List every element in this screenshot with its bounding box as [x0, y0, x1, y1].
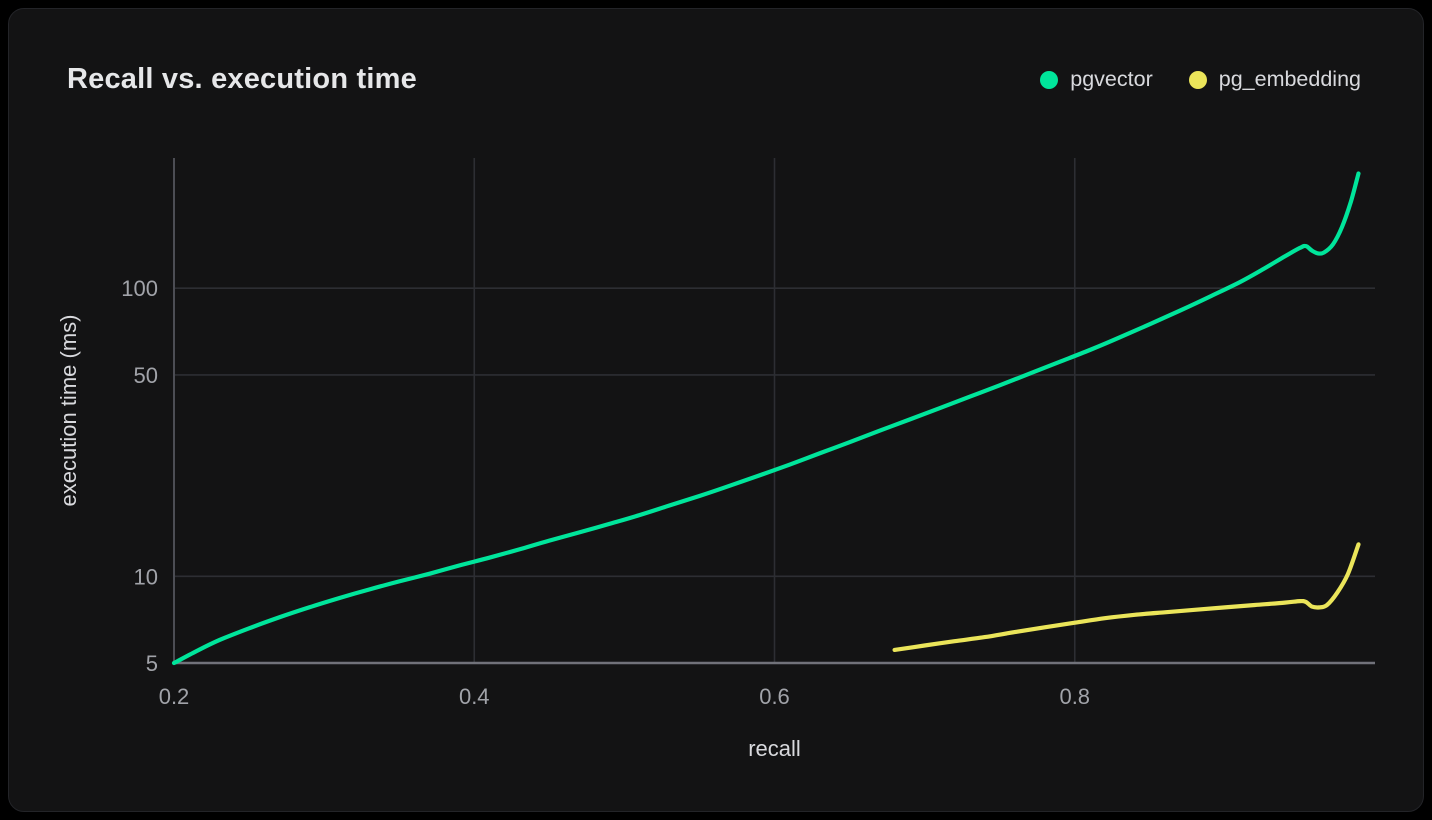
pg-embedding-swatch-icon [1188, 70, 1207, 89]
x-tick-label: 0.2 [159, 684, 190, 709]
x-tick-label: 0.4 [459, 684, 490, 709]
legend-item-pg-embedding[interactable]: pg_embedding [1188, 67, 1361, 92]
chart-title: Recall vs. execution time [67, 63, 417, 95]
chart-card: Recall vs. execution time pgvector pg_em… [8, 8, 1424, 812]
y-tick-label: 100 [121, 276, 158, 301]
y-tick-label: 10 [134, 564, 158, 589]
series-line-pgvector[interactable] [171, 171, 1361, 666]
x-tick-label: 0.8 [1059, 684, 1090, 709]
x-tick-label: 0.6 [759, 684, 790, 709]
chart-header: Recall vs. execution time pgvector pg_em… [67, 63, 1361, 96]
legend-label-pg-embedding: pg_embedding [1218, 67, 1361, 91]
legend: pgvector pg_embedding [1040, 67, 1361, 92]
y-axis-title: execution time (ms) [56, 315, 81, 507]
pgvector-swatch-icon [1040, 70, 1059, 89]
y-tick-label: 50 [134, 363, 158, 388]
legend-label-pgvector: pgvector [1070, 67, 1153, 91]
legend-item-pgvector[interactable]: pgvector [1040, 67, 1153, 92]
y-tick-label: 5 [146, 651, 158, 676]
series-line-pg_embedding[interactable] [892, 542, 1361, 652]
x-axis-title: recall [748, 736, 801, 761]
